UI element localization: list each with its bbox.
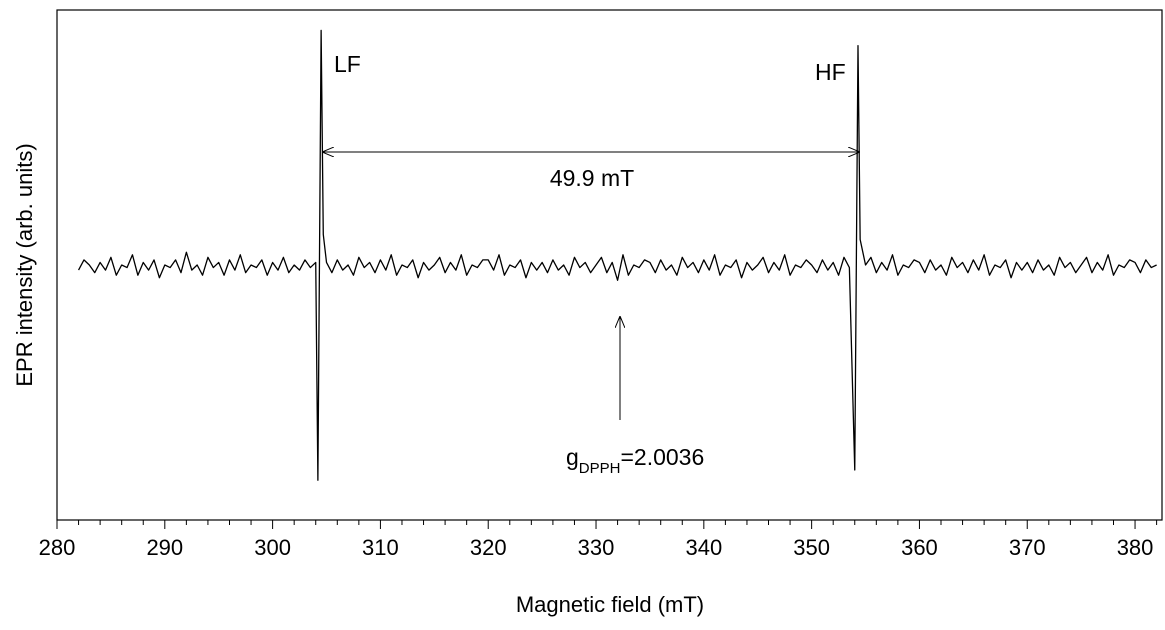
x-tick-label: 340 [685, 535, 722, 560]
g-value: =2.0036 [620, 444, 704, 470]
x-tick-label: 300 [254, 535, 291, 560]
x-tick-label: 320 [470, 535, 507, 560]
x-tick-label: 380 [1117, 535, 1154, 560]
spacing-label: 49.9 mT [550, 165, 634, 191]
g-subscript: DPPH [579, 460, 621, 477]
x-axis-label: Magnetic field (mT) [516, 592, 704, 617]
plot-frame [56, 9, 1163, 521]
g-label: gDPPH=2.0036 [566, 444, 704, 477]
g-symbol: g [566, 444, 579, 470]
x-tick-label: 290 [146, 535, 183, 560]
x-tick-label: 350 [793, 535, 830, 560]
lf-label: LF [334, 51, 361, 77]
hf-label: HF [815, 59, 846, 85]
x-tick-label: 370 [1009, 535, 1046, 560]
x-tick-label: 330 [578, 535, 615, 560]
y-axis-label: EPR intensity (arb. units) [12, 143, 37, 386]
x-tick-label: 280 [39, 535, 76, 560]
x-tick-label: 360 [901, 535, 938, 560]
spectrum-line [77, 29, 1157, 481]
x-tick-label: 310 [362, 535, 399, 560]
